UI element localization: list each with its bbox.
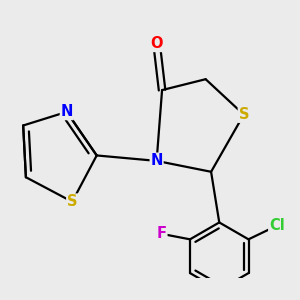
Text: N: N	[150, 153, 163, 168]
Text: O: O	[150, 36, 163, 51]
Text: N: N	[61, 104, 73, 119]
Text: S: S	[238, 107, 249, 122]
Text: S: S	[67, 194, 77, 209]
Text: F: F	[157, 226, 167, 242]
Text: Cl: Cl	[269, 218, 285, 233]
